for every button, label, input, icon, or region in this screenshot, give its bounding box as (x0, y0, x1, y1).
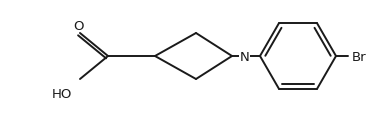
Text: HO: HO (52, 87, 72, 100)
Text: O: O (73, 19, 83, 32)
Text: N: N (240, 50, 250, 63)
Text: Br: Br (352, 50, 367, 63)
